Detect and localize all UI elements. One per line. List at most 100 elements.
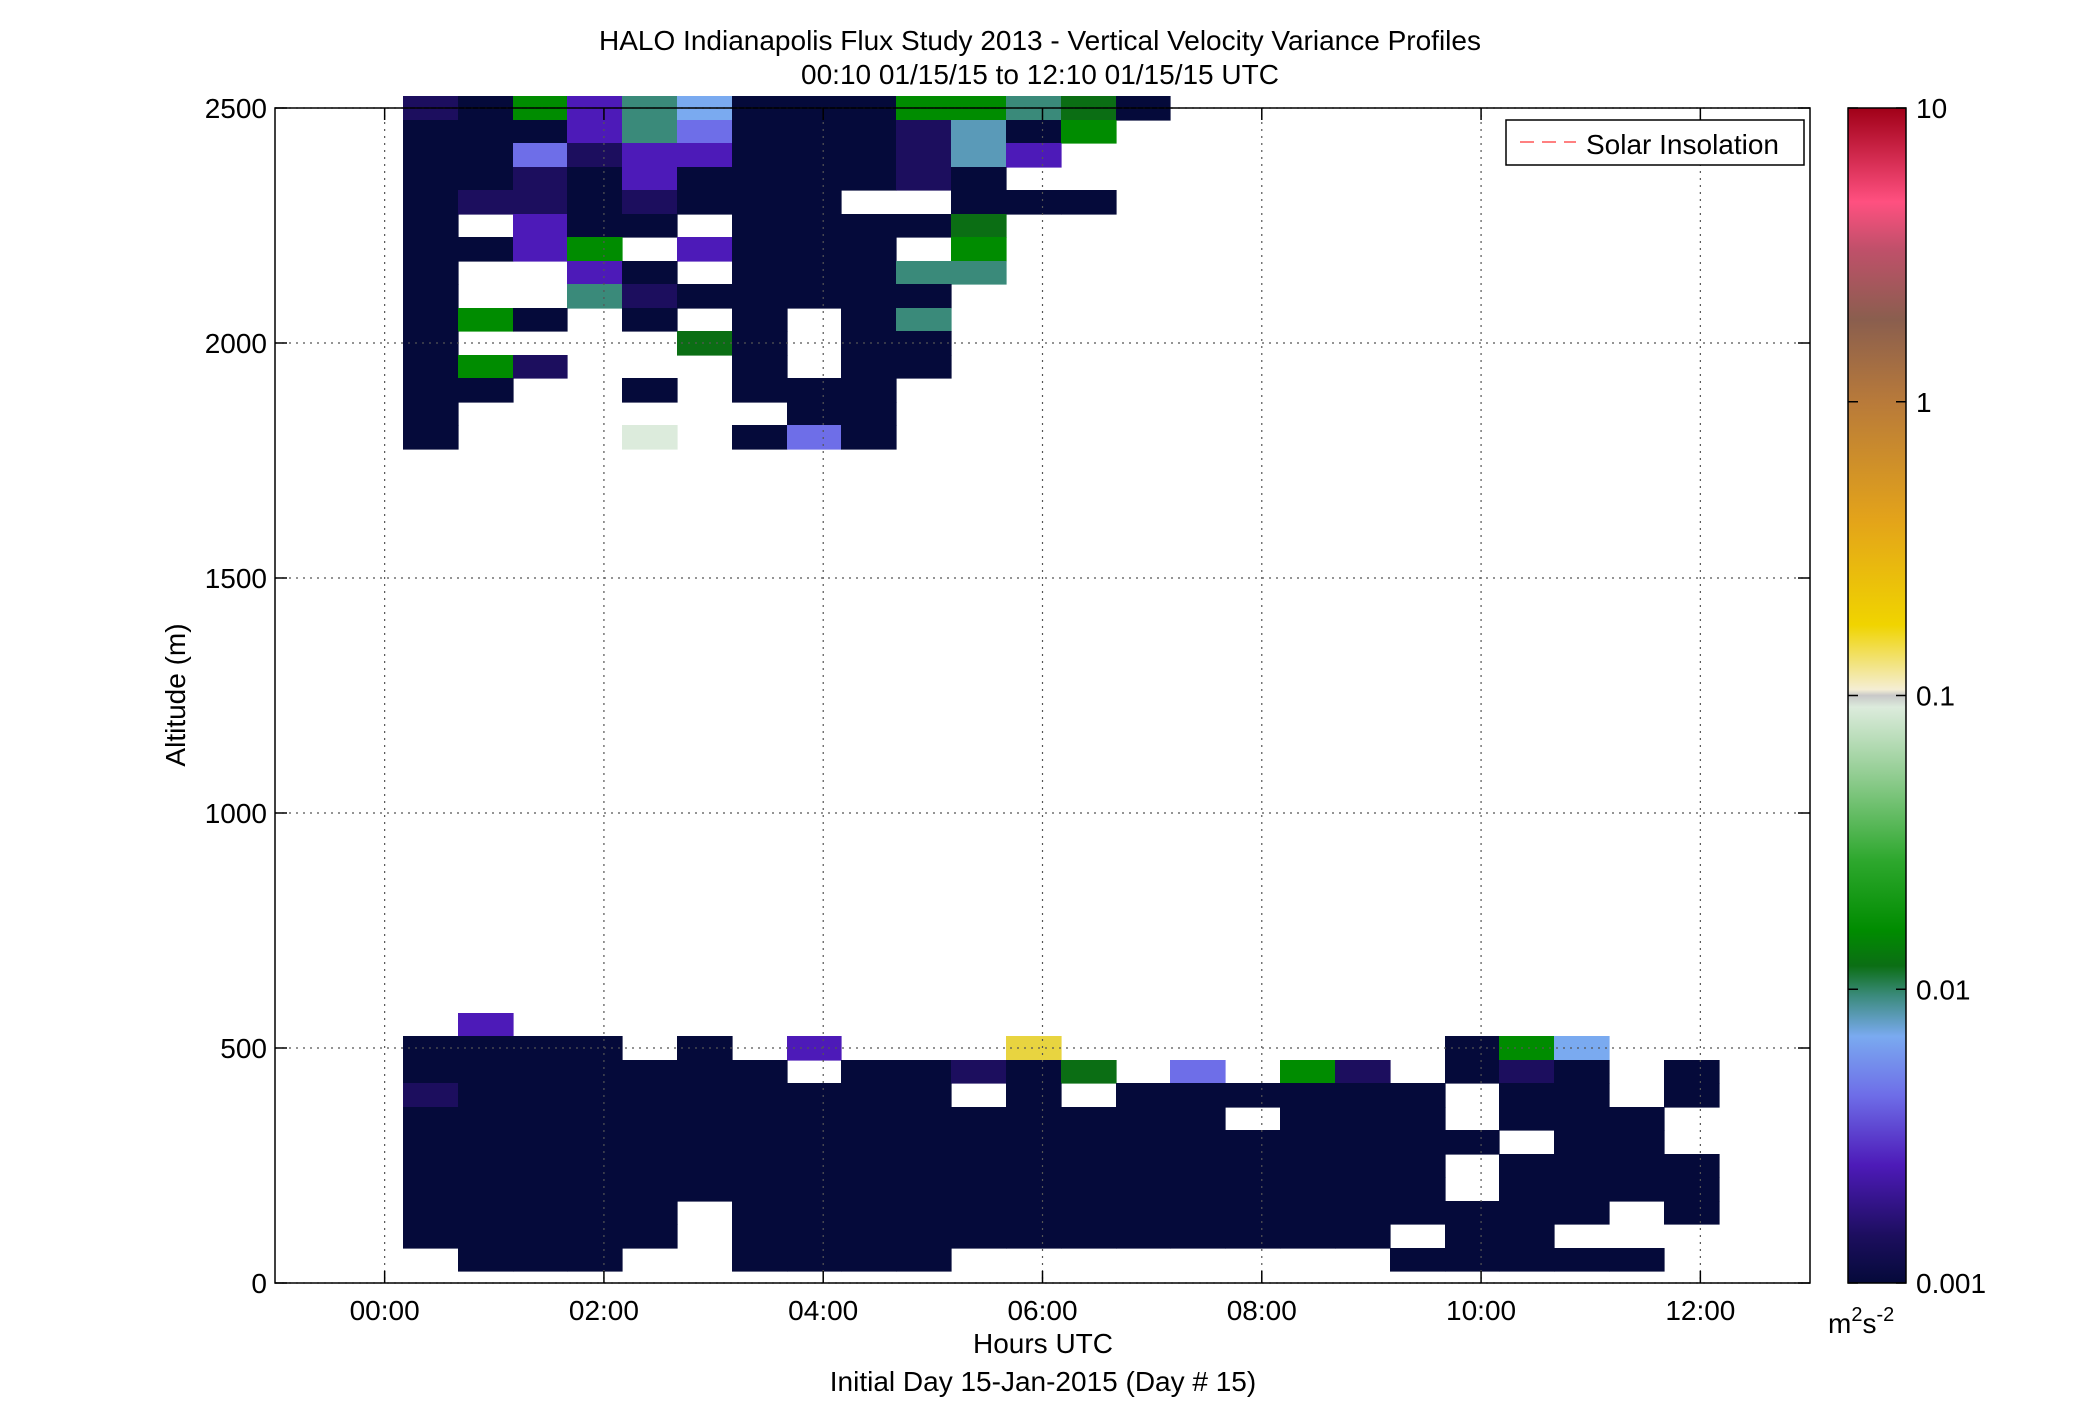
heatmap-cell (787, 402, 842, 426)
heatmap-cell (1554, 1248, 1610, 1272)
heatmap-cell (951, 1201, 1007, 1225)
heatmap-cell (622, 1060, 678, 1084)
legend: Solar Insolation (1505, 119, 1805, 166)
heatmap-cell (732, 1083, 788, 1108)
heatmap-cell (677, 1130, 733, 1155)
heatmap-cell (787, 261, 842, 285)
heatmap-cell (896, 284, 952, 309)
heatmap-cell (677, 190, 733, 215)
heatmap-cell (841, 1177, 897, 1202)
heatmap-cell (732, 308, 788, 332)
heatmap-cell (513, 1060, 568, 1084)
heatmap-cell (951, 190, 1007, 215)
heatmap-cell (787, 237, 842, 262)
colorbar-tick-label: 0.1 (1916, 681, 1955, 712)
legend-solar-insolation-label: Solar Insolation (1586, 129, 1779, 160)
heatmap-cell (677, 237, 733, 262)
heatmap-cell (787, 378, 842, 403)
heatmap-cell (1664, 1154, 1720, 1178)
heatmap-cell (1225, 1201, 1281, 1225)
heatmap-cell (1554, 1154, 1610, 1178)
colorbar: 0.001 0.01 0.1 1 10 m2s-2 (1828, 93, 1986, 1339)
heatmap-cell (841, 143, 897, 168)
colorbar-unit-sup1: 2 (1851, 1304, 1862, 1326)
heatmap-cell (1170, 1177, 1226, 1202)
heatmap-cell (513, 1130, 568, 1155)
heatmap-cell (677, 167, 733, 191)
heatmap-cell (841, 355, 897, 379)
chart-subtitle: 00:10 01/15/15 to 12:10 01/15/15 UTC (801, 59, 1279, 90)
heatmap-cell (1499, 1201, 1555, 1225)
heatmap-cell (1061, 120, 1117, 144)
heatmap-cell (732, 214, 788, 238)
heatmap-cell (458, 378, 514, 403)
heatmap-cell (1445, 1201, 1500, 1225)
heatmap-cell (787, 284, 842, 309)
heatmap-cell (1225, 1224, 1281, 1249)
heatmap-cell (567, 167, 623, 191)
x-tick-label: 02:00 (569, 1295, 639, 1326)
heatmap-cell (787, 1083, 842, 1108)
heatmap-cell (1335, 1177, 1391, 1202)
heatmap-cell (458, 143, 514, 168)
heatmap-cell (1006, 1177, 1062, 1202)
heatmap-cell (458, 1083, 514, 1108)
heatmap-cell (458, 1224, 514, 1249)
heatmap-cell (513, 190, 568, 215)
heatmap-cell (1170, 1154, 1226, 1178)
colorbar-tick-label: 0.01 (1916, 974, 1971, 1005)
heatmap-cell (403, 402, 459, 426)
heatmap-cell (896, 1083, 952, 1108)
heatmap-cell (1664, 1060, 1720, 1084)
heatmap-cell (458, 1130, 514, 1155)
heatmap-cell (458, 1201, 514, 1225)
heatmap-cell (458, 237, 514, 262)
heatmap-cell (1499, 1154, 1555, 1178)
heatmap-cell (1390, 1248, 1446, 1272)
heatmap-cell (1390, 1107, 1446, 1131)
heatmap-cell (1335, 1224, 1391, 1249)
y-tick-label: 2000 (205, 328, 267, 359)
heatmap-cell (841, 402, 897, 426)
heatmap-cell (1609, 1154, 1665, 1178)
heatmap-cell (403, 355, 459, 379)
colorbar-unit-sup2: -2 (1876, 1304, 1894, 1326)
heatmap-cell (787, 1130, 842, 1155)
y-axis: 0 500 1000 1500 2000 2500 (205, 93, 1810, 1299)
heatmap-cell (513, 1201, 568, 1225)
plot-area: 00:00 02:00 04:00 06:00 08:00 10:00 12:00 0 500… (205, 93, 1811, 1326)
heatmap-cell (1280, 1107, 1336, 1131)
heatmap-cell (1280, 1083, 1336, 1108)
heatmap-cell (622, 1083, 678, 1108)
heatmap-cell (1609, 1177, 1665, 1202)
heatmap-cell (787, 1224, 842, 1249)
heatmap-cell (1006, 1201, 1062, 1225)
heatmap-cell (403, 214, 459, 238)
heatmap-cell (896, 1154, 952, 1178)
heatmap-cell (1170, 1060, 1226, 1084)
heatmap-cell (403, 1130, 459, 1155)
heatmap-cell (732, 167, 788, 191)
heatmap-cell (951, 1130, 1007, 1155)
heatmap-cell (1170, 1201, 1226, 1225)
heatmap-cell (951, 1060, 1007, 1084)
heatmap-cell (896, 1060, 952, 1084)
heatmap-cell (841, 1107, 897, 1131)
heatmap-cell (513, 237, 568, 262)
heatmap-cell (677, 1177, 733, 1202)
heatmap-cell (1554, 1107, 1610, 1131)
heatmap-cell (458, 120, 514, 144)
heatmap-cell (787, 1248, 842, 1272)
heatmap-cell (841, 120, 897, 144)
heatmap-cell (622, 1201, 678, 1225)
heatmap-cell (622, 120, 678, 144)
heatmap-cell (567, 143, 623, 168)
heatmap-cell (1006, 1130, 1062, 1155)
heatmap-cell (1445, 1060, 1500, 1084)
heatmap-cell (787, 214, 842, 238)
heatmap-cell (567, 1154, 623, 1178)
heatmap-cell (622, 284, 678, 309)
heatmap-cell (458, 308, 514, 332)
heatmap-cell (1116, 1224, 1171, 1249)
heatmap-cell (567, 190, 623, 215)
